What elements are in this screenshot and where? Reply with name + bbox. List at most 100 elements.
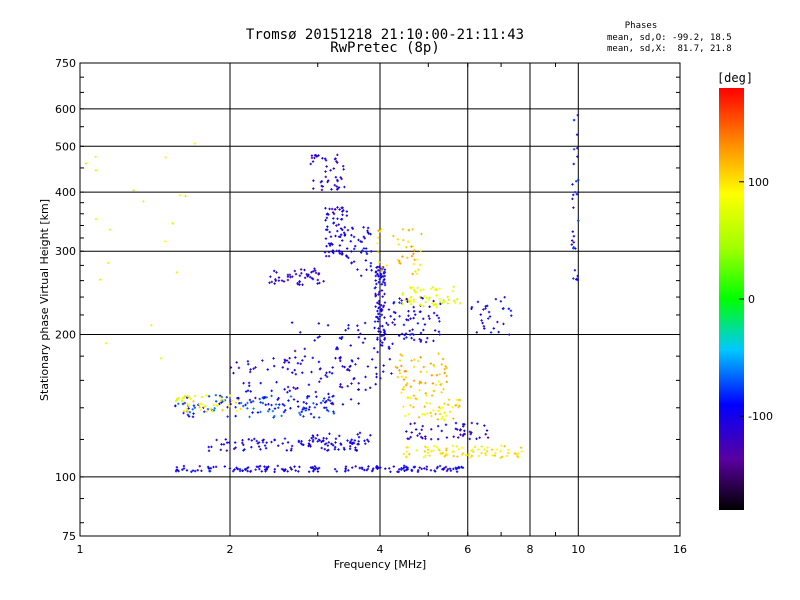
echo-point: [575, 278, 578, 281]
echo-point: [480, 451, 483, 455]
echo-point: [328, 230, 331, 234]
echo-point: [572, 206, 575, 209]
echo-point: [476, 448, 480, 451]
echo-point: [309, 162, 312, 166]
echo-point: [248, 415, 251, 419]
echo-point: [275, 271, 278, 274]
echo-point: [298, 465, 301, 469]
echo-point: [330, 207, 334, 211]
echo-point: [361, 467, 364, 471]
echo-point: [270, 394, 273, 398]
echo-point: [230, 399, 234, 402]
echo-point: [312, 469, 315, 473]
x-axis-ticks: 1 2 4 6 8 10 16: [77, 63, 687, 556]
echo-point: [438, 407, 442, 410]
echo-point: [436, 418, 440, 421]
echo-point: [377, 229, 380, 232]
echo-point: [400, 299, 403, 302]
echo-point: [383, 268, 387, 271]
echo-point: [335, 224, 338, 227]
echo-point: [410, 332, 414, 336]
echo-point: [407, 309, 410, 313]
echo-point: [331, 250, 334, 253]
echo-point: [94, 155, 97, 159]
echo-point: [406, 256, 409, 259]
echo-point: [451, 289, 455, 293]
echo-point: [383, 274, 386, 278]
y-tick-label: 500: [55, 140, 76, 153]
echo-point: [425, 446, 429, 449]
echo-point: [577, 219, 580, 222]
echo-point: [398, 301, 401, 304]
echo-point: [208, 469, 211, 473]
echo-point: [405, 336, 408, 339]
echo-point: [436, 437, 440, 441]
echo-point: [340, 177, 343, 181]
echo-point: [332, 212, 336, 216]
echo-point: [461, 466, 465, 469]
echo-point: [432, 409, 435, 412]
echo-point: [269, 275, 272, 278]
echo-point: [417, 268, 420, 271]
echo-point: [366, 231, 370, 234]
echo-point: [246, 401, 249, 405]
echo-point: [340, 386, 344, 389]
echo-point: [353, 439, 357, 442]
echo-point: [219, 396, 222, 399]
echo-point: [383, 278, 386, 281]
echo-point: [356, 442, 359, 446]
echo-point: [200, 395, 204, 399]
echo-point: [296, 362, 300, 365]
echo-point: [242, 443, 245, 447]
echo-point: [460, 453, 464, 457]
echo-point: [446, 302, 449, 305]
echo-point: [396, 375, 400, 379]
echo-point: [325, 216, 329, 220]
echo-point: [428, 296, 431, 299]
echo-point: [413, 249, 416, 252]
echo-point: [214, 465, 218, 469]
echo-point: [185, 407, 189, 411]
echo-point: [381, 341, 384, 344]
echo-point: [273, 414, 276, 418]
echo-point: [485, 450, 489, 453]
echo-point: [340, 337, 343, 340]
echo-point: [430, 302, 434, 305]
echo-point: [234, 446, 237, 449]
echo-point: [142, 200, 145, 203]
echo-point: [445, 414, 448, 417]
echo-point: [369, 261, 373, 265]
colorbar-tick-label: 100: [748, 176, 769, 189]
echo-point: [424, 392, 428, 395]
echo-point: [311, 466, 314, 469]
echo-point: [263, 444, 267, 447]
echo-point: [349, 240, 352, 243]
echo-point: [186, 394, 189, 398]
echo-point: [338, 252, 342, 255]
echo-point: [344, 467, 347, 470]
echo-point: [409, 317, 412, 320]
echo-point: [312, 179, 315, 182]
echo-point: [503, 296, 506, 299]
echo-point: [268, 408, 271, 411]
echo-point: [383, 301, 387, 304]
echo-point: [375, 375, 378, 379]
echo-point: [300, 443, 304, 446]
echo-point: [297, 440, 301, 444]
echo-point: [377, 293, 380, 296]
echo-point: [289, 449, 293, 452]
echo-point: [407, 228, 411, 232]
echo-point: [401, 302, 404, 306]
echo-point: [333, 445, 337, 449]
echo-point: [281, 403, 285, 406]
echo-point: [483, 327, 486, 330]
echo-point: [432, 363, 435, 367]
echo-point: [352, 260, 356, 263]
echo-point: [318, 335, 321, 338]
echo-point: [403, 469, 406, 472]
echo-point: [444, 365, 447, 368]
echo-point: [316, 433, 319, 437]
echo-point: [418, 295, 421, 299]
echo-point: [250, 439, 253, 442]
echo-point: [473, 445, 477, 449]
